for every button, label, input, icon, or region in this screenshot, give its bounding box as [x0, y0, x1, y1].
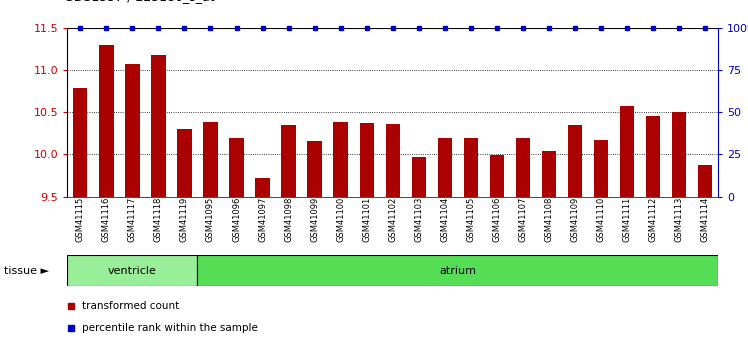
- Bar: [307, 141, 322, 197]
- Text: GSM41119: GSM41119: [180, 197, 189, 242]
- Text: GSM41096: GSM41096: [232, 197, 241, 242]
- Text: GSM41107: GSM41107: [518, 197, 527, 242]
- Bar: [594, 140, 608, 197]
- Bar: [151, 56, 165, 197]
- Bar: [698, 165, 712, 197]
- Text: GSM41110: GSM41110: [596, 197, 605, 242]
- Text: GSM41097: GSM41097: [258, 197, 267, 242]
- Bar: [99, 45, 114, 197]
- Text: transformed count: transformed count: [82, 301, 179, 311]
- Text: GSM41113: GSM41113: [675, 197, 684, 242]
- Bar: [385, 124, 400, 197]
- Text: tissue ►: tissue ►: [4, 266, 49, 276]
- Bar: [490, 155, 504, 197]
- Bar: [255, 178, 270, 197]
- Text: GSM41118: GSM41118: [154, 197, 163, 242]
- Text: GSM41116: GSM41116: [102, 197, 111, 242]
- Text: GSM41104: GSM41104: [441, 197, 450, 242]
- Text: GSM41111: GSM41111: [622, 197, 631, 242]
- Bar: [542, 151, 556, 197]
- Bar: [125, 64, 140, 197]
- Bar: [197, 255, 718, 286]
- Bar: [411, 157, 426, 197]
- Bar: [203, 122, 218, 197]
- Text: GSM41117: GSM41117: [128, 197, 137, 242]
- Text: GSM41098: GSM41098: [284, 197, 293, 242]
- Text: GSM41100: GSM41100: [336, 197, 345, 242]
- Text: GSM41114: GSM41114: [701, 197, 710, 242]
- Text: GSM41112: GSM41112: [649, 197, 657, 242]
- Bar: [230, 138, 244, 197]
- Bar: [464, 138, 478, 197]
- Text: GDS1557 / 223180_s_at: GDS1557 / 223180_s_at: [64, 0, 214, 3]
- Text: GSM41109: GSM41109: [571, 197, 580, 242]
- Text: GSM41095: GSM41095: [206, 197, 215, 242]
- Bar: [281, 125, 295, 197]
- Text: GSM41106: GSM41106: [492, 197, 501, 242]
- Bar: [672, 112, 686, 197]
- Text: GSM41103: GSM41103: [414, 197, 423, 242]
- Bar: [73, 88, 88, 197]
- Bar: [177, 129, 191, 197]
- Text: GSM41108: GSM41108: [545, 197, 554, 242]
- Bar: [568, 125, 582, 197]
- Text: GSM41099: GSM41099: [310, 197, 319, 242]
- Text: GSM41115: GSM41115: [76, 197, 85, 242]
- Bar: [67, 255, 197, 286]
- Bar: [334, 122, 348, 197]
- Text: GSM41105: GSM41105: [466, 197, 475, 242]
- Text: GSM41102: GSM41102: [388, 197, 397, 242]
- Text: atrium: atrium: [439, 266, 476, 276]
- Bar: [620, 106, 634, 197]
- Bar: [646, 116, 660, 197]
- Bar: [360, 123, 374, 197]
- Text: ventricle: ventricle: [108, 266, 157, 276]
- Text: GSM41101: GSM41101: [362, 197, 371, 242]
- Bar: [515, 138, 530, 197]
- Text: percentile rank within the sample: percentile rank within the sample: [82, 323, 257, 333]
- Bar: [438, 138, 452, 197]
